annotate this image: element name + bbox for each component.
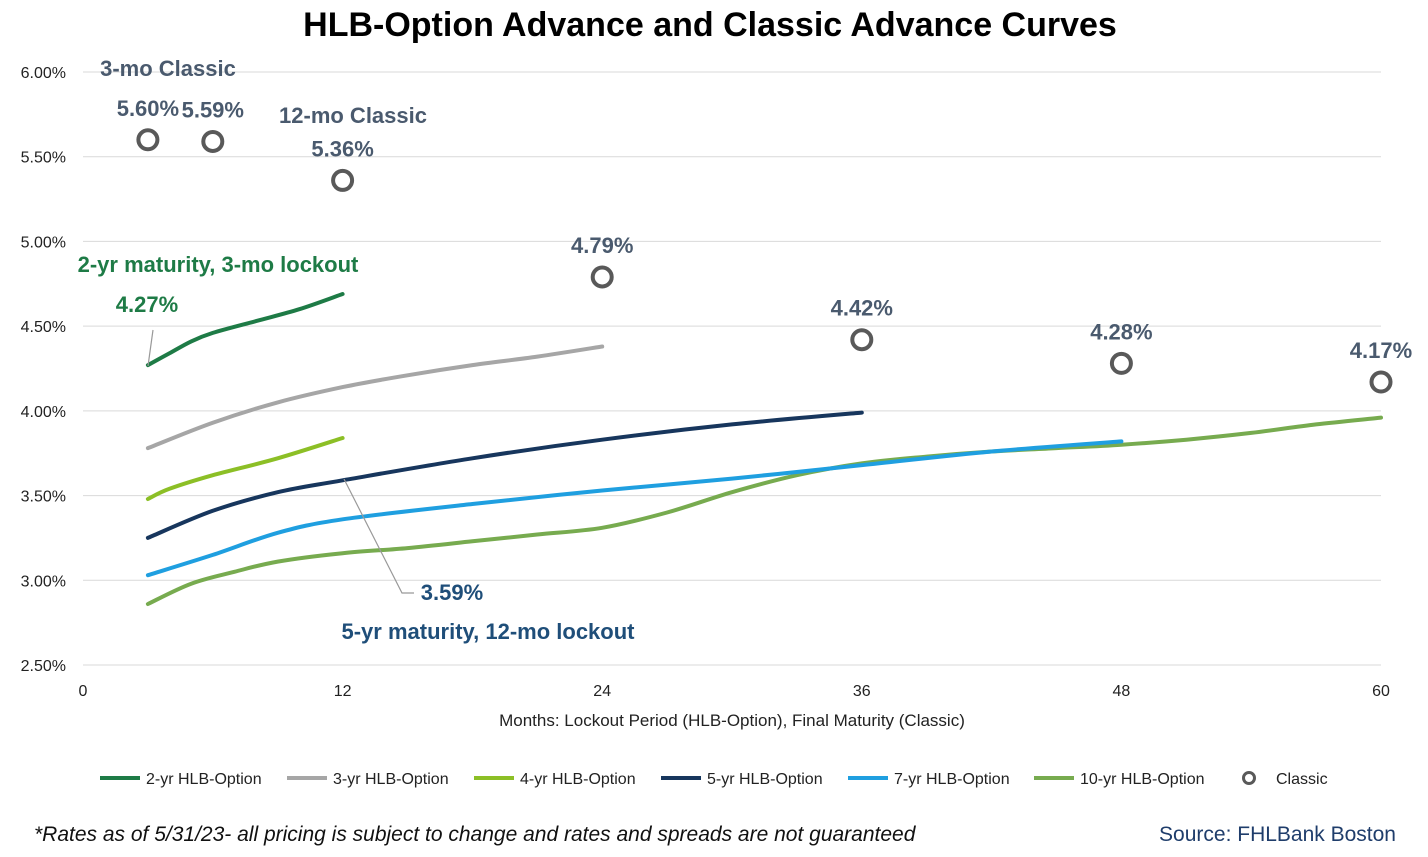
y-tick-label: 4.00% (21, 404, 66, 421)
y-tick-label: 4.50% (21, 319, 66, 336)
legend-label: Classic (1276, 771, 1328, 788)
classic-value-label: 4.17% (1350, 338, 1412, 363)
legend-swatch (1242, 771, 1256, 785)
legend-label: 2-yr HLB-Option (146, 771, 262, 788)
legend-label: 4-yr HLB-Option (520, 771, 636, 788)
annotation-2yr-title: 2-yr maturity, 3-mo lockout (78, 252, 359, 277)
classic-point (590, 265, 614, 289)
y-tick-label: 6.00% (21, 65, 66, 82)
classic-value-label: 4.42% (831, 296, 893, 321)
series-line-4-yr-hlb-option (145, 436, 345, 501)
x-tick-label: 12 (334, 683, 352, 700)
source-credit: Source: FHLBank Boston (1159, 823, 1396, 846)
legend-label: 10-yr HLB-Option (1080, 771, 1205, 788)
y-axis-ticks: 2.50% 3.00% 3.50% 4.00% 4.50% 5.00% 5.50% 6.00% (21, 65, 66, 675)
classic-point (136, 128, 160, 152)
classic-value-label: 4.79% (571, 233, 633, 258)
classic-point (1369, 370, 1393, 394)
classic-point (850, 328, 874, 352)
y-tick-label: 2.50% (21, 658, 66, 675)
x-axis-ticks: 0 12 24 36 48 60 (79, 683, 1390, 700)
annotation-5yr-value: 3.59% (421, 580, 483, 605)
classic-points: 5.60% 5.59% 5.36% 4.79% 4.42% 4.28% 4.17% (117, 96, 1412, 394)
annotation-2yr-value: 4.27% (116, 292, 178, 317)
leader-line-5yr (343, 478, 414, 594)
chart-title: HLB-Option Advance and Classic Advance C… (303, 6, 1117, 44)
y-tick-label: 3.00% (21, 573, 66, 590)
classic-value-label: 5.59% (182, 97, 244, 122)
classic-point (1109, 351, 1133, 375)
classic-value-label: 5.36% (311, 136, 373, 161)
y-tick-label: 5.50% (21, 150, 66, 167)
legend-label: 3-yr HLB-Option (333, 771, 449, 788)
classic-value-label: 5.60% (117, 96, 179, 121)
series-line-3-yr-hlb-option (145, 344, 605, 451)
legend-label: 5-yr HLB-Option (707, 771, 823, 788)
x-tick-label: 0 (79, 683, 88, 700)
x-tick-label: 36 (853, 683, 871, 700)
x-axis-label: Months: Lockout Period (HLB-Option), Fin… (499, 711, 965, 730)
annotation-3mo-classic: 3-mo Classic (100, 56, 236, 81)
x-tick-label: 24 (593, 683, 611, 700)
annotations: 3-mo Classic 12-mo Classic 2-yr maturity… (78, 56, 636, 644)
legend: 2-yr HLB-Option 3-yr HLB-Option 4-yr HLB-O… (100, 771, 1328, 788)
classic-point (201, 129, 225, 153)
series-lines (145, 292, 1383, 606)
y-tick-label: 5.00% (21, 234, 66, 251)
classic-point (331, 168, 355, 192)
legend-label: 7-yr HLB-Option (894, 771, 1010, 788)
series-line-5-yr-hlb-option (145, 410, 864, 540)
series-line-7-yr-hlb-option (145, 439, 1124, 578)
annotation-5yr-title: 5-yr maturity, 12-mo lockout (342, 619, 636, 644)
x-tick-label: 48 (1113, 683, 1131, 700)
grid-lines (83, 71, 1381, 666)
x-tick-label: 60 (1372, 683, 1390, 700)
series-line-10-yr-hlb-option (145, 415, 1383, 606)
series-line-2-yr-hlb-option (145, 292, 345, 368)
annotation-12mo-classic: 12-mo Classic (279, 103, 427, 128)
classic-value-label: 4.28% (1090, 319, 1152, 344)
footnote: *Rates as of 5/31/23- all pricing is sub… (34, 823, 917, 846)
y-tick-label: 3.50% (21, 489, 66, 506)
leader-line-2yr (147, 329, 154, 367)
